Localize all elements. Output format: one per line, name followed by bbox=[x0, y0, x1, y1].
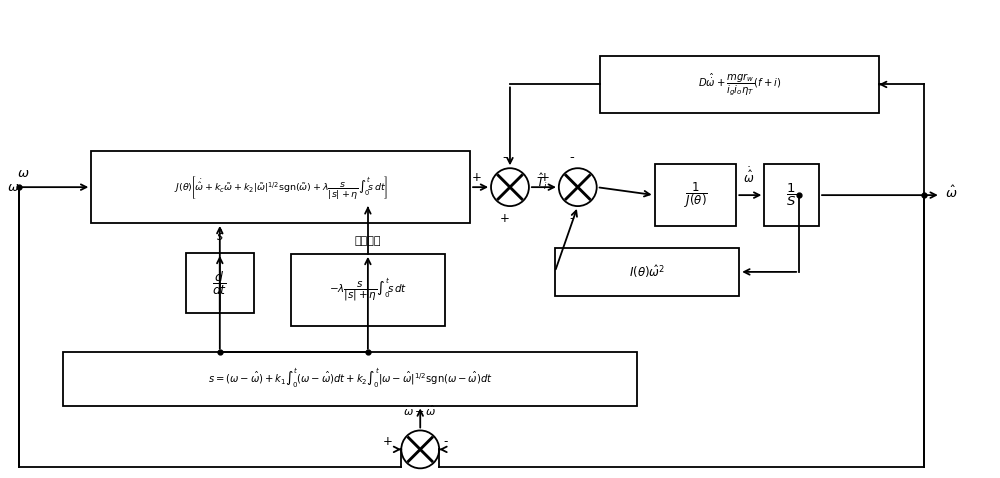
Text: $J(\theta)\!\left[\dot{\hat{\omega}}+k_c\tilde{\omega}+k_2|\tilde{\omega}|^{1/2}: $J(\theta)\!\left[\dot{\hat{\omega}}+k_c… bbox=[174, 174, 388, 201]
Text: +: + bbox=[540, 171, 550, 184]
Text: $\dfrac{d}{dt}$: $\dfrac{d}{dt}$ bbox=[212, 269, 227, 297]
Text: $s=(\omega-\hat{\omega})+k_1\int_0^t(\omega-\hat{\omega})dt+k_2\int_0^t|\omega-\: $s=(\omega-\hat{\omega})+k_1\int_0^t(\om… bbox=[208, 367, 492, 391]
Text: -: - bbox=[570, 212, 574, 225]
Bar bbox=[764, 164, 819, 226]
Bar bbox=[655, 164, 736, 226]
Bar bbox=[91, 151, 470, 223]
Text: $D\hat{\dot{\omega}}+\dfrac{mgr_w}{i_g i_o \eta_T}(f+i)$: $D\hat{\dot{\omega}}+\dfrac{mgr_w}{i_g i… bbox=[698, 71, 781, 98]
Text: $-\lambda\dfrac{s}{|s|+\eta}\int_0^t\!s\,dt$: $-\lambda\dfrac{s}{|s|+\eta}\int_0^t\!s\… bbox=[329, 277, 407, 303]
Text: $\omega$: $\omega$ bbox=[7, 181, 20, 194]
Bar bbox=[555, 248, 739, 296]
Text: $I(\theta)\hat{\omega}^2$: $I(\theta)\hat{\omega}^2$ bbox=[629, 263, 665, 281]
Text: +: + bbox=[472, 171, 482, 184]
Text: -: - bbox=[502, 151, 507, 164]
Text: $\omega$: $\omega$ bbox=[17, 167, 30, 180]
Text: $\hat{T}_i$: $\hat{T}_i$ bbox=[536, 172, 547, 192]
Text: +: + bbox=[382, 435, 392, 448]
Bar bbox=[291, 254, 445, 326]
Text: $\dot{s}$: $\dot{s}$ bbox=[216, 229, 224, 244]
Text: +: + bbox=[499, 212, 509, 225]
Text: $\dfrac{1}{S}$: $\dfrac{1}{S}$ bbox=[786, 182, 797, 208]
Bar bbox=[600, 55, 879, 113]
Text: $\hat{\omega}$: $\hat{\omega}$ bbox=[945, 185, 957, 201]
Bar bbox=[63, 352, 637, 405]
Text: $\omega-\hat{\omega}$: $\omega-\hat{\omega}$ bbox=[403, 404, 437, 418]
Text: $\dot{\hat{\omega}}$: $\dot{\hat{\omega}}$ bbox=[743, 167, 755, 186]
Bar bbox=[186, 253, 254, 313]
Text: -: - bbox=[570, 151, 574, 164]
Text: $\dfrac{1}{J(\theta)}$: $\dfrac{1}{J(\theta)}$ bbox=[684, 180, 707, 210]
Text: -: - bbox=[443, 435, 448, 448]
Text: 注射信号: 注射信号 bbox=[355, 236, 381, 246]
